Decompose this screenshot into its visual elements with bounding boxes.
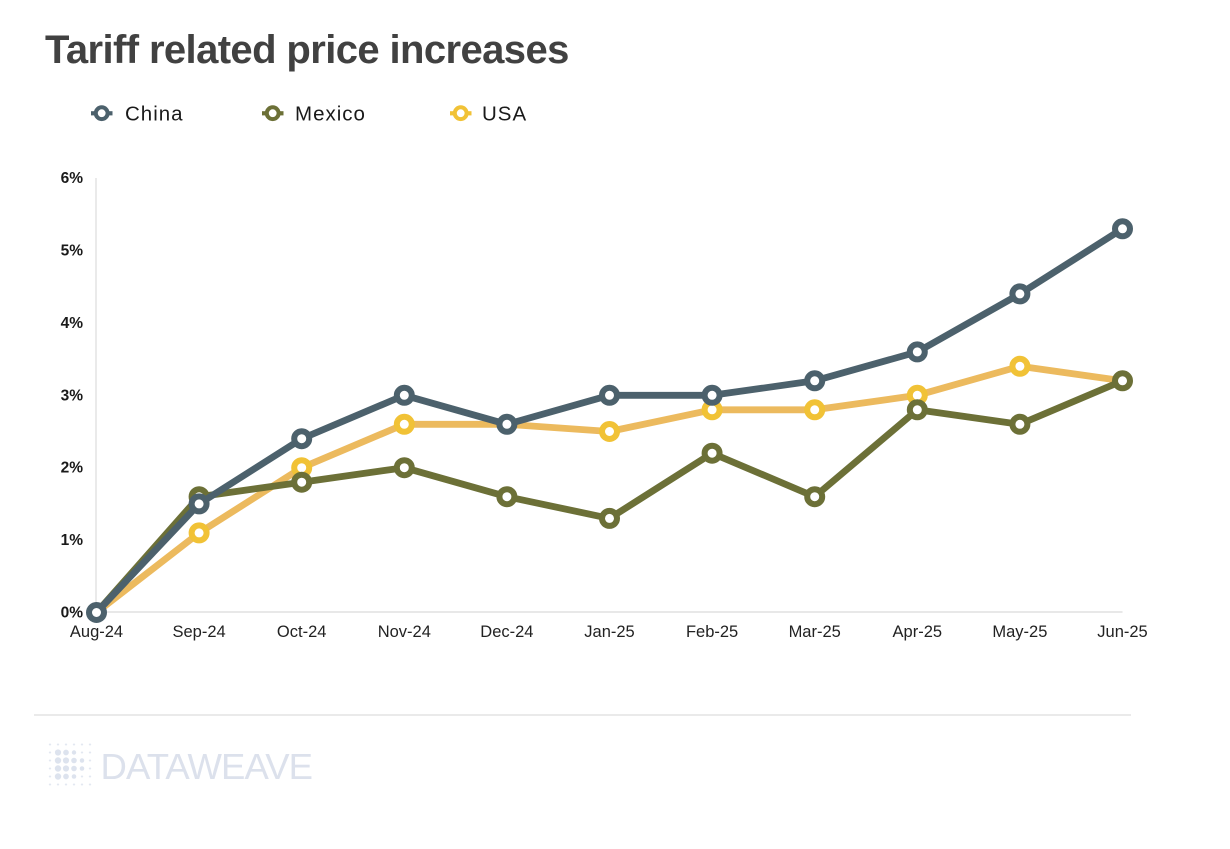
svg-text:Sep-24: Sep-24 <box>172 623 225 641</box>
svg-text:Feb-25: Feb-25 <box>686 623 738 641</box>
svg-text:Jan-25: Jan-25 <box>584 623 634 641</box>
svg-text:3%: 3% <box>61 387 84 404</box>
svg-text:China: China <box>125 103 184 126</box>
svg-text:May-25: May-25 <box>992 623 1047 641</box>
svg-text:USA: USA <box>482 103 527 126</box>
svg-text:Apr-25: Apr-25 <box>893 623 943 641</box>
svg-text:5%: 5% <box>61 243 84 260</box>
svg-text:Aug-24: Aug-24 <box>70 623 123 641</box>
svg-text:4%: 4% <box>61 315 84 332</box>
svg-text:Mar-25: Mar-25 <box>789 623 841 641</box>
svg-text:Mexico: Mexico <box>295 103 366 126</box>
svg-text:2%: 2% <box>61 460 84 477</box>
svg-text:DATAWEAVE: DATAWEAVE <box>101 746 313 787</box>
svg-text:6%: 6% <box>61 170 84 187</box>
svg-text:Jun-25: Jun-25 <box>1097 623 1147 641</box>
svg-text:Oct-24: Oct-24 <box>277 623 327 641</box>
svg-text:Dec-24: Dec-24 <box>480 623 533 641</box>
svg-text:Tariff related price increases: Tariff related price increases <box>45 28 569 72</box>
svg-text:Nov-24: Nov-24 <box>378 623 431 641</box>
svg-text:0%: 0% <box>61 605 84 622</box>
svg-text:1%: 1% <box>61 532 84 549</box>
